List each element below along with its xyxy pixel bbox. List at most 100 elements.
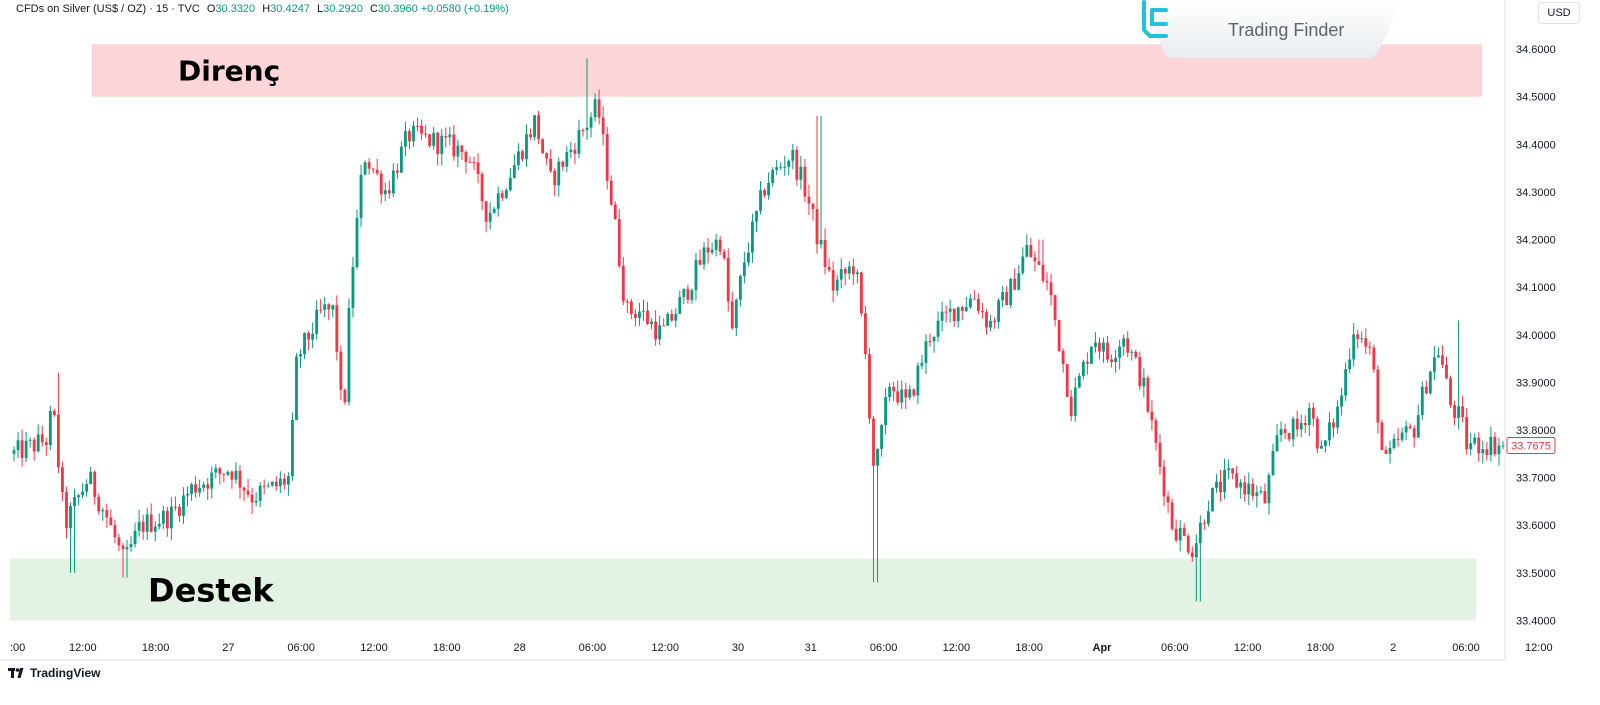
candle-body [355,217,359,268]
candle-body [904,389,908,398]
candle-body [621,265,625,302]
candle-body [779,167,783,169]
candle-body [541,139,545,154]
candle-body [1142,377,1146,387]
candle-body [1259,491,1263,493]
candle-body [1360,338,1364,340]
candle-body [1307,407,1311,425]
candle-body [286,476,290,485]
candle-body [1114,357,1118,362]
candle-body [468,161,472,163]
high-label: H [262,3,271,15]
candle-body [629,301,633,314]
candle-body [1332,422,1335,428]
candle-body [533,115,536,138]
candle-body [892,386,896,392]
candle-body [472,161,476,163]
candle-body [771,169,775,183]
candle-body [1102,342,1105,352]
candle-body [960,307,964,311]
candle-body [315,309,319,334]
candle-body [488,212,492,222]
candle-body [1424,386,1428,394]
candle-body [944,311,948,313]
candle-body [258,485,262,501]
candle-body [270,481,274,486]
candle-body [1134,351,1138,357]
candle-body [924,341,928,363]
candle-body [1162,466,1166,497]
candle-body [783,166,787,168]
candle-body [1303,423,1307,425]
candle-body [404,131,407,147]
candle-body [169,506,173,529]
candle-body [36,434,40,452]
candle-body [266,485,270,487]
candle-body [569,149,573,153]
candle-body [335,305,339,352]
candle-body [1255,492,1259,497]
candle-body [1037,261,1041,265]
candle-body [537,115,540,140]
candle-body [1428,371,1432,394]
price-tick-label: 33.5000 [1516,568,1556,580]
candle-body [327,304,331,310]
candle-body [654,321,658,340]
candle-body [642,310,645,312]
candle-body [1166,496,1170,503]
candle-body [1453,405,1456,418]
high-value: 30.4247 [270,3,310,15]
candle-body [864,313,867,355]
candle-body [113,525,117,538]
candle-body [1235,473,1239,488]
candle-body [577,130,581,154]
candle-body [383,190,387,195]
brand-tab-shape [1140,0,1402,58]
candle-body [492,208,496,213]
candle-body [573,149,577,154]
candle-body [153,526,157,532]
symbol-header: CFDs on Silver (US$ / OZ) · 15 · TVC O30… [16,3,509,15]
candle-body [678,297,682,314]
candle-body [589,117,593,128]
candle-body [956,307,960,322]
time-tick-label: 06:00 [1161,642,1189,654]
candle-body [1239,482,1243,488]
time-tick-label: 27 [222,642,234,654]
candle-body [855,272,859,275]
candle-body [137,521,141,531]
candle-body [230,471,234,480]
candle-body [210,472,214,489]
candle-body [1457,406,1461,418]
candle-body [710,249,714,253]
price-tick-label: 34.1000 [1516,282,1556,294]
candle-body [424,133,428,135]
candle-body [972,298,976,300]
candle-body [448,134,452,138]
candle-body [484,201,488,222]
candle-body [1340,395,1343,407]
candle-body [1287,433,1291,440]
candle-body [1081,361,1085,376]
candle-body [1029,245,1033,258]
candle-body [178,507,181,516]
candle-body [28,439,32,441]
tradingview-footer[interactable]: TradingView [8,664,100,682]
currency-button[interactable]: USD [1538,2,1580,24]
candle-body [1291,418,1295,440]
candle-body [516,151,520,166]
tradingview-label: TradingView [30,666,101,680]
candle-body [182,495,185,516]
price-tick-label: 33.8000 [1516,425,1556,437]
candle-body [1227,468,1231,471]
candle-body [670,314,674,321]
candle-body [1138,356,1142,387]
candle-body [420,125,423,134]
candle-body [811,203,815,210]
candle-body [581,130,585,132]
candle-body [1089,346,1093,364]
candle-body [819,239,823,245]
candle-body [32,439,36,452]
